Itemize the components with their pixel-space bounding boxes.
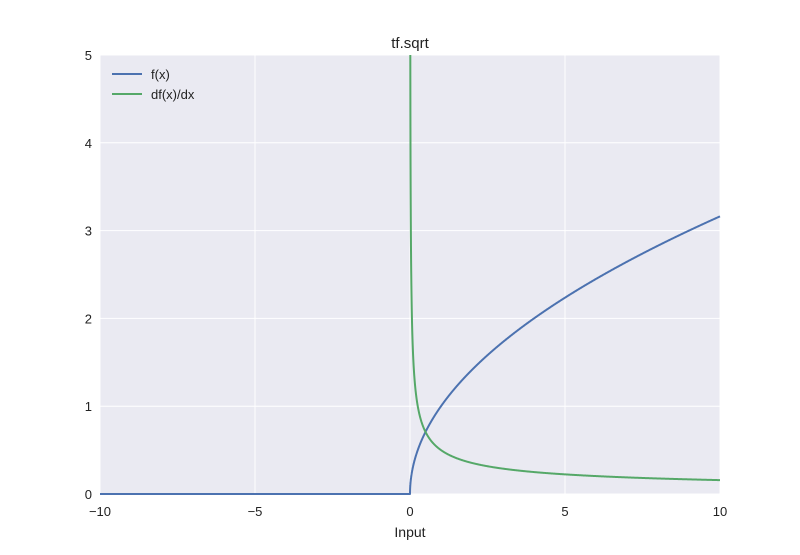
legend: f(x) df(x)/dx — [112, 67, 195, 102]
y-tick-label: 3 — [85, 224, 92, 239]
y-tick-label: 5 — [85, 48, 92, 63]
chart-title: tf.sqrt — [391, 35, 429, 52]
y-tick-label: 4 — [85, 136, 92, 151]
x-tick-label: 10 — [713, 504, 727, 519]
x-tick-label: −10 — [89, 504, 111, 519]
x-tick-label: 5 — [561, 504, 568, 519]
x-tick-label: −5 — [248, 504, 263, 519]
y-tick-label: 0 — [85, 487, 92, 502]
x-tick-label: 0 — [406, 504, 413, 519]
tick-labels: −10 −5 0 5 10 0 1 2 3 4 5 — [85, 48, 727, 519]
legend-label: f(x) — [151, 67, 170, 82]
legend-label: df(x)/dx — [151, 87, 195, 102]
x-axis-title: Input — [394, 524, 425, 540]
series-line-f-x — [100, 215, 721, 495]
series-line-df-dx — [409, 54, 721, 482]
series-lines — [100, 54, 721, 495]
y-tick-label: 2 — [85, 311, 92, 326]
y-tick-label: 1 — [85, 399, 92, 414]
